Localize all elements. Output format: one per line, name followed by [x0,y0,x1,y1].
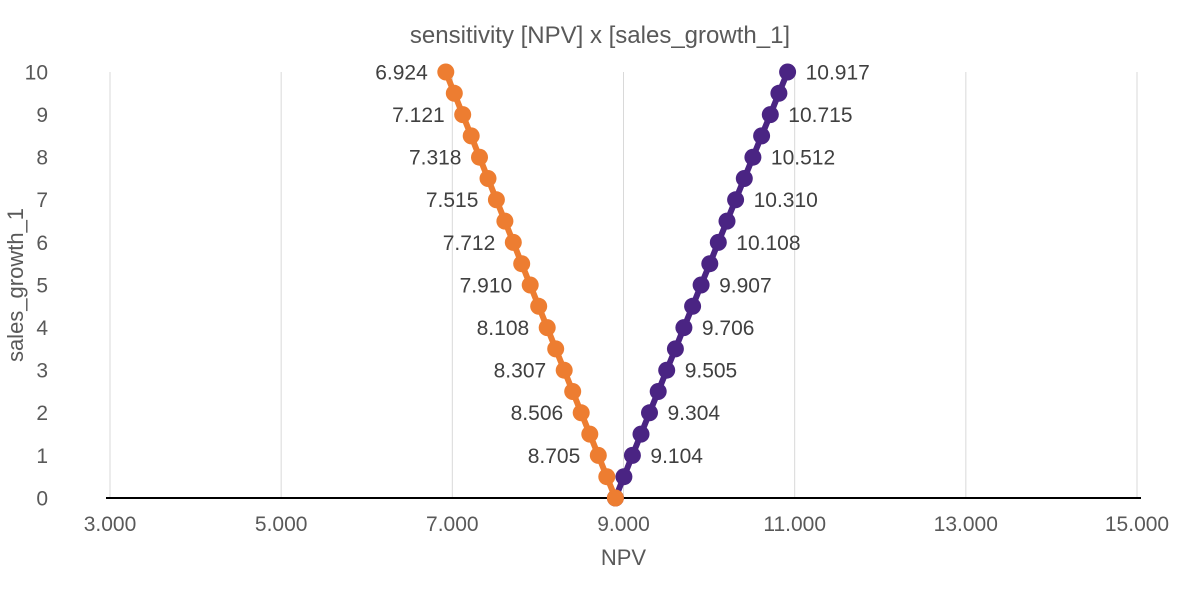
data-point-marker [487,191,505,209]
x-tick-label: 9.000 [597,513,650,536]
data-point-marker [521,276,539,294]
data-point-marker [538,319,556,337]
data-point-marker [504,233,522,251]
data-label: 10.715 [788,104,852,127]
data-label: 8.506 [511,402,564,425]
data-point-marker [770,84,788,102]
data-point-marker [564,383,582,400]
data-label: 6.924 [375,61,428,84]
data-point-marker [547,340,565,358]
data-point-marker [615,468,633,486]
data-point-marker [623,446,641,464]
x-tick-label: 5.000 [255,513,308,536]
y-tick-label: 1 [36,445,48,468]
y-tick-label: 3 [36,360,48,383]
data-label: 10.512 [771,147,835,170]
data-point-marker [530,297,548,315]
data-label: 8.705 [528,445,581,468]
y-tick-label: 4 [36,317,48,340]
data-label: 7.318 [409,147,462,170]
data-point-marker [779,63,797,81]
data-label: 7.910 [460,274,513,297]
x-tick-label: 7.000 [426,513,479,536]
data-point-marker [445,84,463,102]
x-axis-title: NPV [600,545,647,570]
data-point-marker [496,212,514,230]
data-point-marker [572,404,590,422]
data-point-marker [555,361,573,379]
data-label: 7.121 [392,104,445,127]
data-point-marker [684,297,702,315]
data-point-marker [598,468,616,486]
data-label: 10.108 [736,232,800,255]
data-point-marker [479,170,497,187]
data-label: 9.304 [668,402,721,425]
data-point-marker [744,148,762,166]
data-point-marker [606,489,624,507]
data-point-marker [658,361,676,379]
y-axis-title: sales_growth_1 [3,207,28,363]
data-label: 9.505 [685,360,738,383]
data-label: 10.310 [754,189,818,212]
data-point-marker [437,63,455,81]
data-point-marker [632,425,650,443]
x-tick-label: 3.000 [84,513,137,536]
data-label: 9.104 [650,445,703,468]
y-tick-label: 9 [36,104,48,127]
data-point-marker [727,191,745,209]
data-point-marker [753,127,771,145]
y-tick-label: 5 [36,274,48,297]
data-point-marker [692,276,710,294]
chart-title: sensitivity [NPV] x [sales_growth_1] [409,22,791,49]
data-point-marker [513,255,531,273]
y-tick-label: 10 [25,61,48,84]
y-tick-label: 0 [36,487,48,510]
data-label: 8.307 [494,360,547,383]
x-tick-label: 13.000 [934,513,998,536]
data-label: 9.706 [702,317,755,340]
data-point-marker [718,212,736,230]
data-point-marker [666,340,684,358]
data-point-marker [581,425,599,443]
data-point-marker [641,404,658,422]
data-point-marker [701,255,719,273]
data-point-marker [462,127,480,145]
y-tick-label: 2 [36,402,48,425]
data-point-marker [589,446,607,464]
data-point-marker [675,319,693,337]
data-point-marker [454,106,472,124]
y-tick-label: 6 [36,232,48,255]
y-tick-label: 8 [36,147,48,170]
x-tick-label: 11.000 [763,513,826,536]
data-point-marker [735,170,753,187]
y-tick-label: 7 [36,189,48,212]
data-point-marker [649,383,667,400]
data-label: 7.515 [426,189,479,212]
data-point-marker [709,233,727,251]
data-label: 8.108 [477,317,530,340]
data-label: 9.907 [719,274,772,297]
data-point-marker [471,148,488,166]
data-label: 7.712 [443,232,496,255]
x-tick-label: 15.000 [1105,513,1169,536]
data-label: 10.917 [806,61,870,84]
data-point-marker [761,106,779,124]
